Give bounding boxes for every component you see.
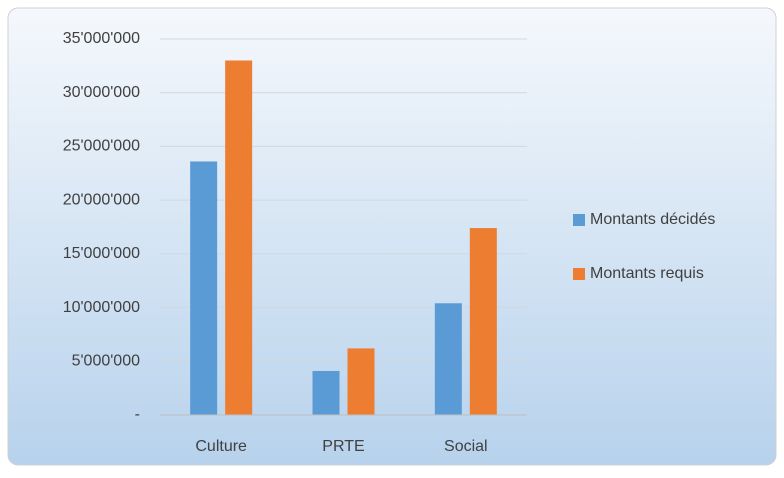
y-tick-label: 15'000'000 <box>63 245 140 262</box>
legend-label: Montants décidés <box>590 211 715 228</box>
x-tick-label: Culture <box>195 438 247 455</box>
bar <box>225 60 253 415</box>
bar <box>190 161 218 415</box>
y-tick-label: - <box>135 406 140 423</box>
chart-background <box>7 7 777 466</box>
legend-label: Montants requis <box>590 265 704 282</box>
y-tick-label: 20'000'000 <box>63 191 140 208</box>
bar <box>469 228 497 415</box>
y-tick-label: 5'000'000 <box>72 353 141 370</box>
x-tick-label: PRTE <box>322 438 364 455</box>
y-tick-label: 25'000'000 <box>63 138 140 155</box>
x-tick-label: Social <box>444 438 488 455</box>
y-tick-label: 30'000'000 <box>63 84 140 101</box>
bar <box>312 370 340 415</box>
bar <box>434 303 462 415</box>
legend-swatch <box>573 214 585 226</box>
bar <box>347 348 375 415</box>
y-tick-label: 35'000'000 <box>63 30 140 47</box>
y-tick-label: 10'000'000 <box>63 299 140 316</box>
legend-swatch <box>573 268 585 280</box>
